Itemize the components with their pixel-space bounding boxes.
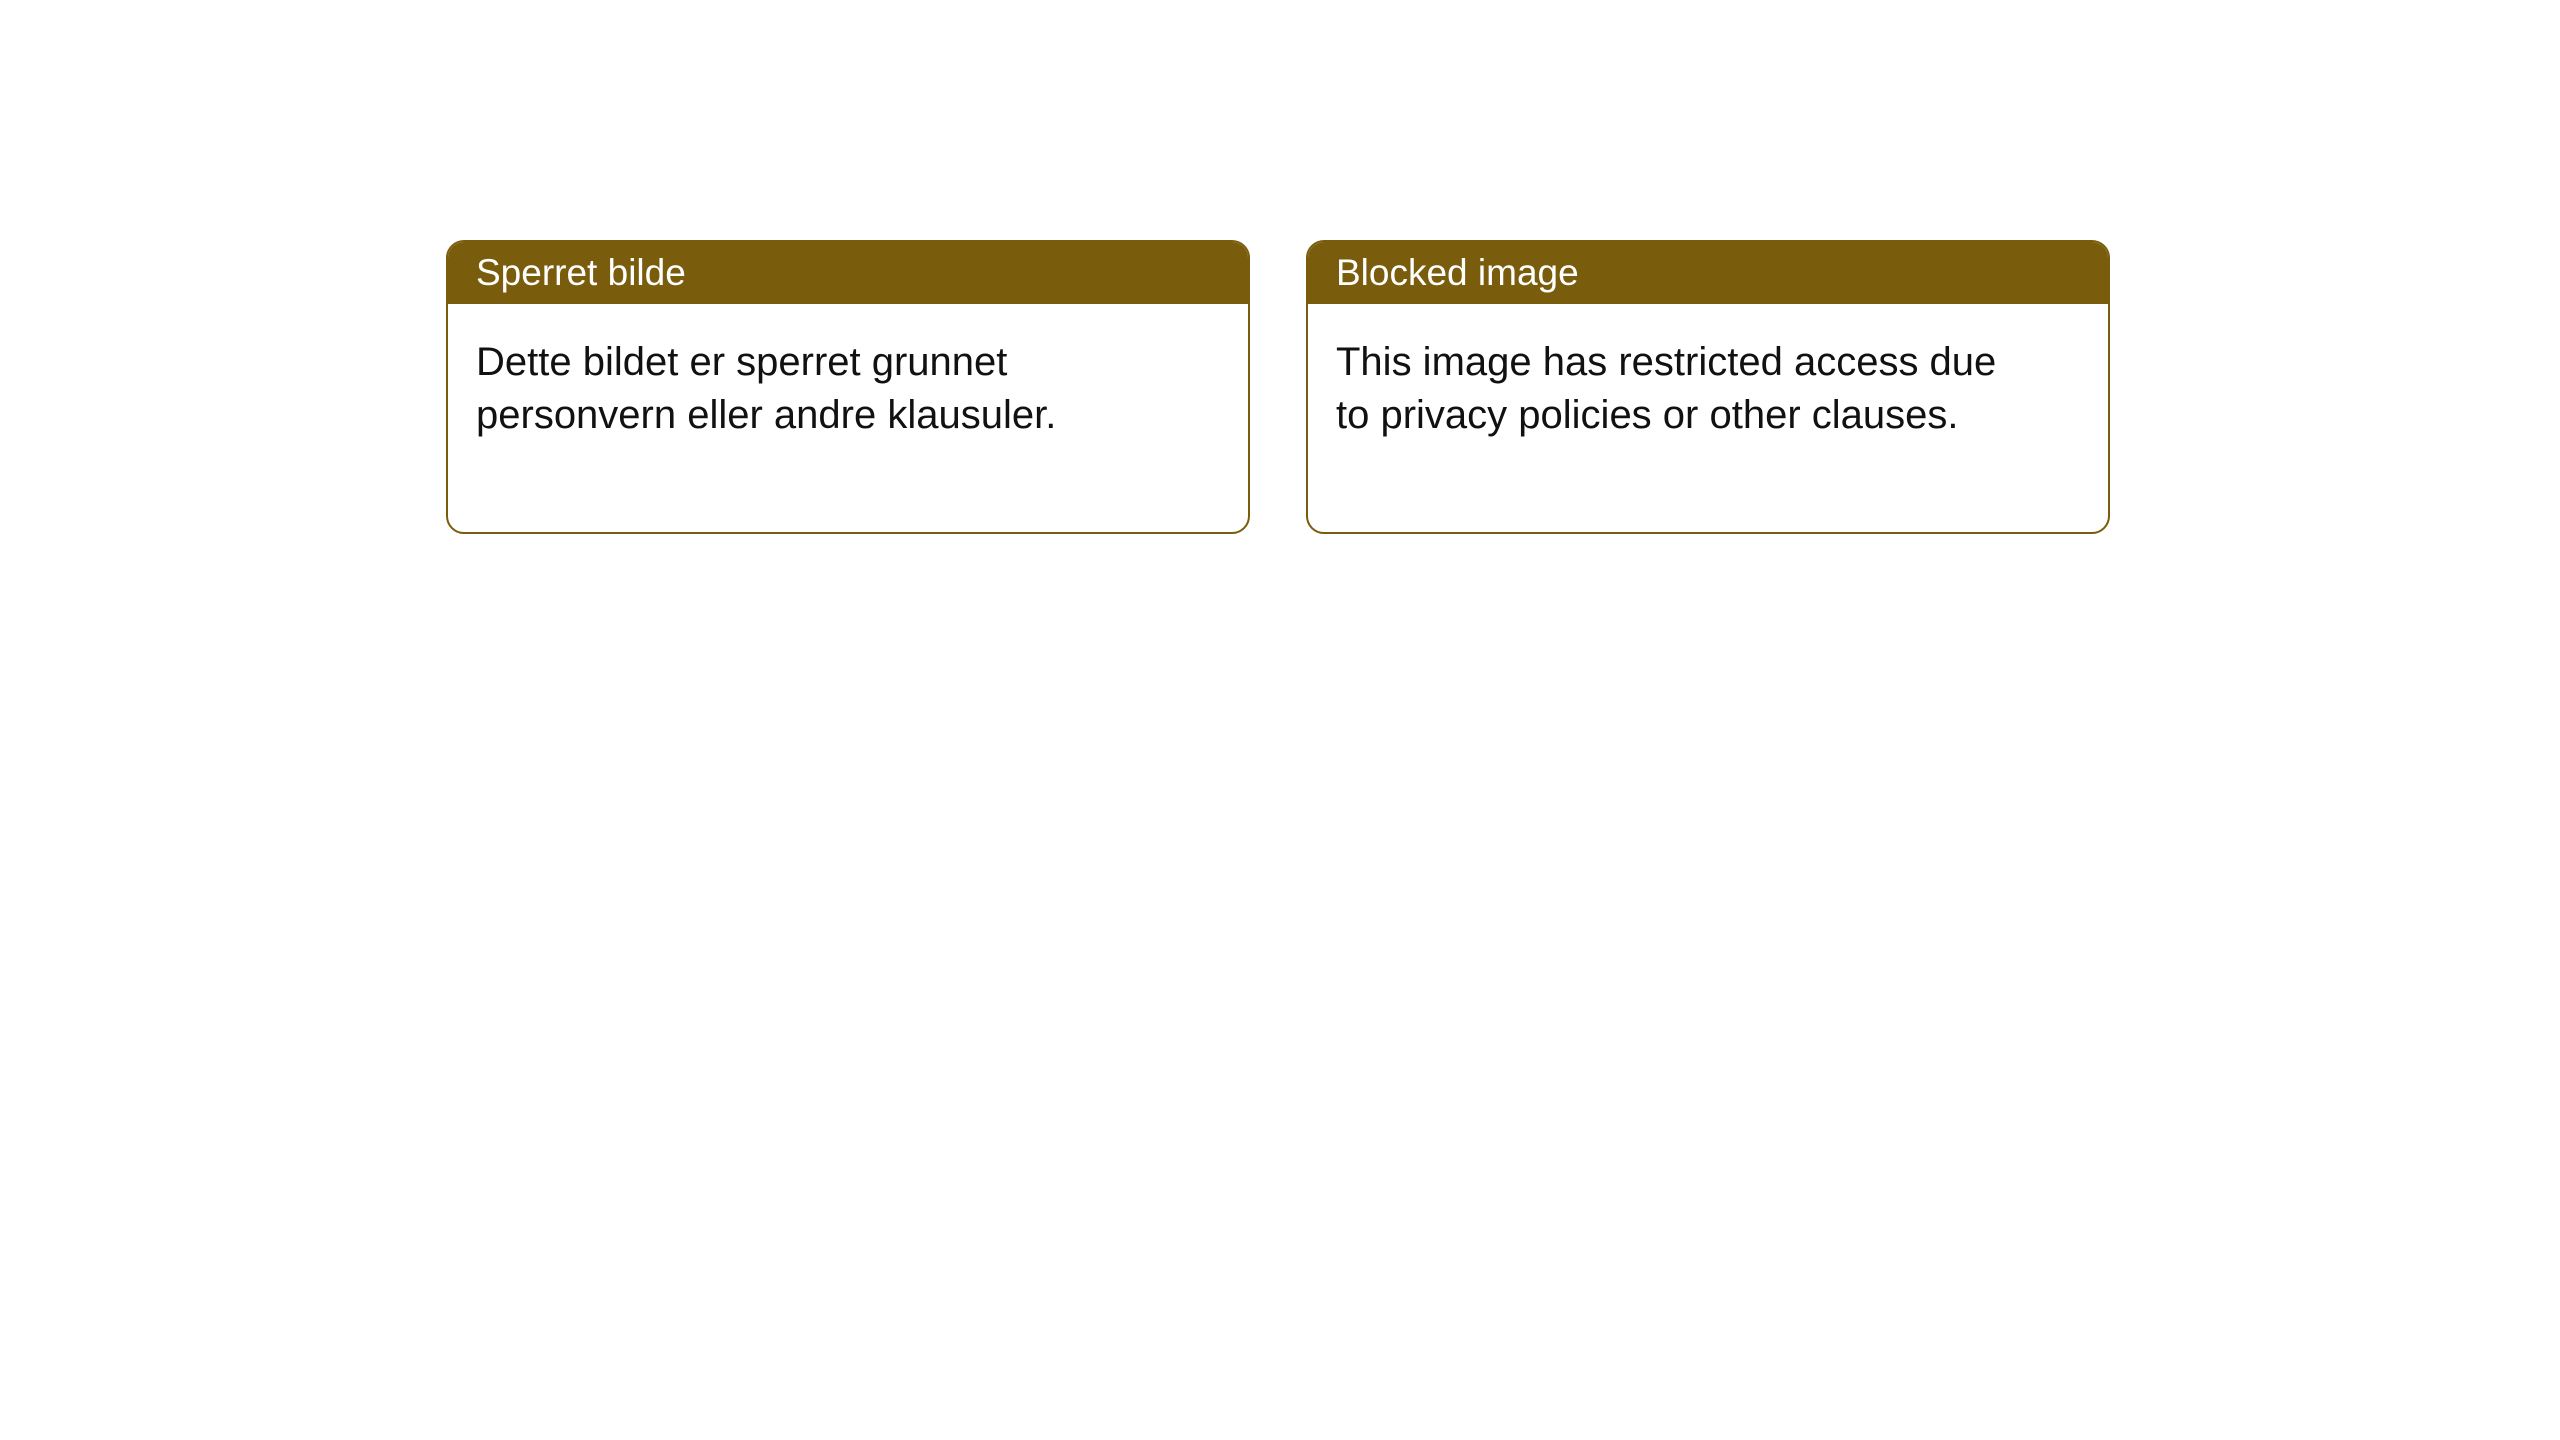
notice-header: Sperret bilde [448,242,1248,304]
notice-body: Dette bildet er sperret grunnet personve… [448,304,1168,532]
notice-title: Blocked image [1336,252,1579,293]
notice-container: Sperret bilde Dette bildet er sperret gr… [446,240,2110,534]
notice-body-text: This image has restricted access due to … [1336,340,1996,437]
notice-title: Sperret bilde [476,252,686,293]
notice-card-english: Blocked image This image has restricted … [1306,240,2110,534]
notice-body-text: Dette bildet er sperret grunnet personve… [476,340,1056,437]
notice-card-norwegian: Sperret bilde Dette bildet er sperret gr… [446,240,1250,534]
notice-body: This image has restricted access due to … [1308,304,2028,532]
notice-header: Blocked image [1308,242,2108,304]
